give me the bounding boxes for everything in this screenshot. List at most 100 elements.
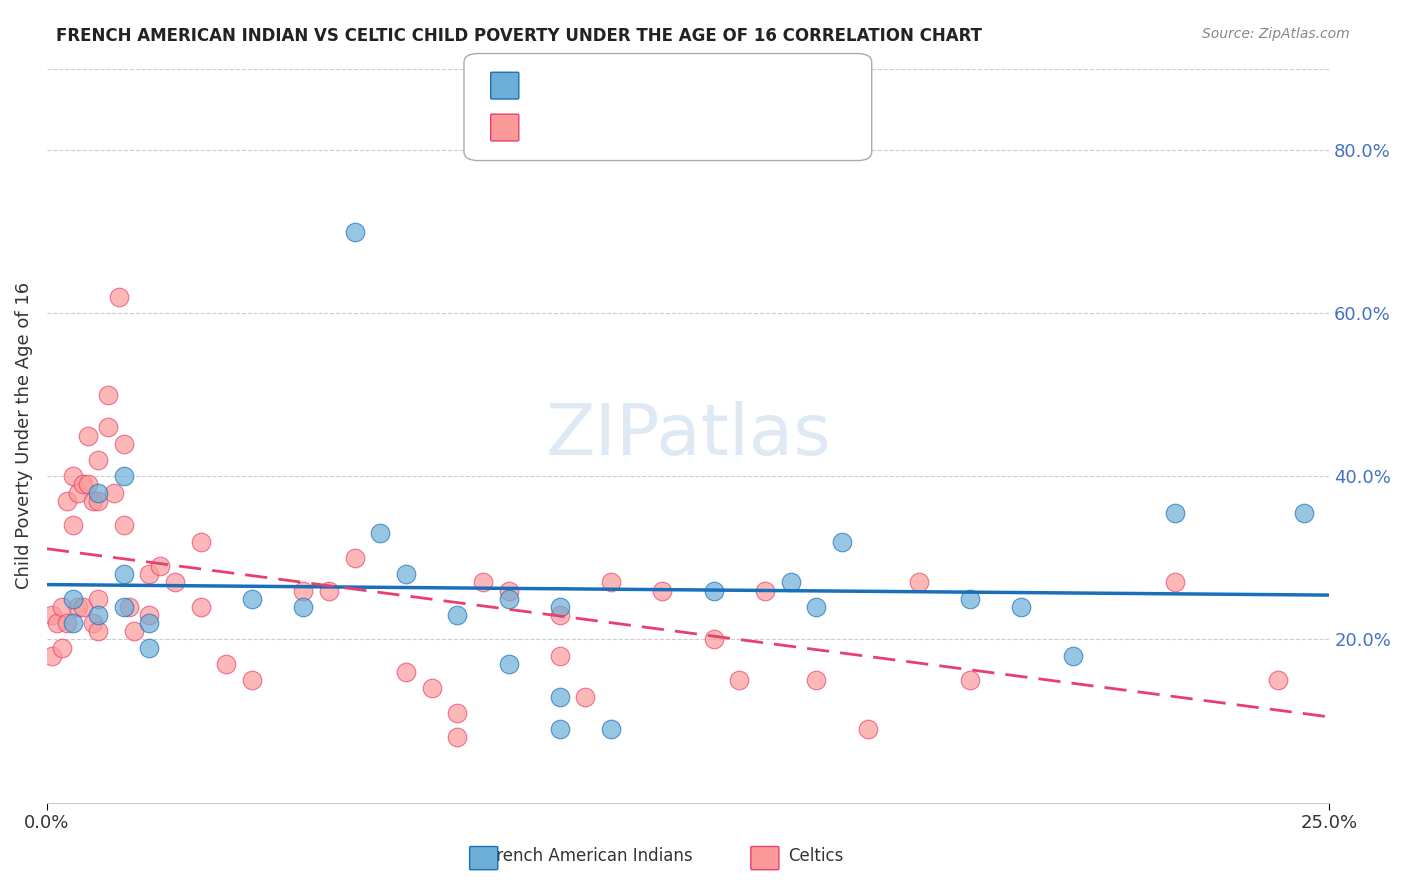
Point xyxy=(1011,599,1033,614)
Point xyxy=(138,567,160,582)
Point xyxy=(498,591,520,606)
Point xyxy=(46,616,69,631)
Point xyxy=(779,575,801,590)
Point xyxy=(959,591,981,606)
Point xyxy=(498,583,520,598)
Point xyxy=(87,624,110,639)
Point xyxy=(343,225,366,239)
Point xyxy=(1062,648,1084,663)
Point xyxy=(1164,575,1187,590)
Point xyxy=(82,493,104,508)
Point xyxy=(395,567,418,582)
Point xyxy=(97,388,120,402)
Point xyxy=(806,673,828,688)
Point xyxy=(41,607,63,622)
Y-axis label: Child Poverty Under the Age of 16: Child Poverty Under the Age of 16 xyxy=(15,282,32,589)
Point xyxy=(548,690,571,704)
Point xyxy=(112,436,135,450)
Point xyxy=(831,534,853,549)
Point xyxy=(62,518,84,533)
Point xyxy=(62,591,84,606)
Point xyxy=(343,550,366,565)
Point xyxy=(97,420,120,434)
Point xyxy=(66,485,89,500)
Point xyxy=(72,599,94,614)
Point xyxy=(703,632,725,647)
Point xyxy=(138,607,160,622)
Point xyxy=(51,640,73,655)
Point xyxy=(165,575,187,590)
Point xyxy=(446,731,468,745)
Text: French American Indians: French American Indians xyxy=(488,847,693,865)
Text: FRENCH AMERICAN INDIAN VS CELTIC CHILD POVERTY UNDER THE AGE OF 16 CORRELATION C: FRENCH AMERICAN INDIAN VS CELTIC CHILD P… xyxy=(56,27,983,45)
Point xyxy=(72,477,94,491)
Point xyxy=(107,290,129,304)
Point xyxy=(138,640,160,655)
Text: Celtics: Celtics xyxy=(787,847,844,865)
Point xyxy=(190,534,212,549)
Point xyxy=(87,591,110,606)
Point xyxy=(122,624,145,639)
Point xyxy=(41,648,63,663)
Point xyxy=(959,673,981,688)
Point xyxy=(574,690,596,704)
Point xyxy=(62,469,84,483)
Point xyxy=(548,648,571,663)
Point xyxy=(190,599,212,614)
Point xyxy=(368,526,391,541)
Text: N = 30: N = 30 xyxy=(633,76,700,94)
Point xyxy=(87,453,110,467)
Point xyxy=(548,722,571,736)
Text: N = 60: N = 60 xyxy=(633,118,700,136)
Point xyxy=(56,616,79,631)
Point xyxy=(56,493,79,508)
Point xyxy=(112,518,135,533)
Point xyxy=(548,599,571,614)
Point xyxy=(806,599,828,614)
Point xyxy=(446,706,468,720)
Point xyxy=(62,616,84,631)
Point xyxy=(292,599,315,614)
Point xyxy=(498,657,520,671)
Point xyxy=(87,607,110,622)
Text: Source: ZipAtlas.com: Source: ZipAtlas.com xyxy=(1202,27,1350,41)
Point xyxy=(651,583,673,598)
Point xyxy=(82,616,104,631)
Point xyxy=(728,673,751,688)
Point xyxy=(318,583,340,598)
Point xyxy=(240,591,263,606)
Point xyxy=(77,428,100,442)
Point xyxy=(471,575,494,590)
Point xyxy=(420,681,443,696)
Point xyxy=(600,722,623,736)
Point xyxy=(215,657,238,671)
Point xyxy=(446,607,468,622)
Point xyxy=(1267,673,1289,688)
Point xyxy=(103,485,125,500)
Point xyxy=(112,469,135,483)
Point xyxy=(856,722,879,736)
Text: R = 0.244: R = 0.244 xyxy=(527,76,626,94)
Text: R = 0.076: R = 0.076 xyxy=(527,118,626,136)
Point xyxy=(138,616,160,631)
Point xyxy=(112,567,135,582)
Point xyxy=(77,477,100,491)
Point xyxy=(240,673,263,688)
Point xyxy=(87,493,110,508)
Point xyxy=(1292,506,1315,520)
Point xyxy=(908,575,931,590)
Text: ZIPatlas: ZIPatlas xyxy=(546,401,831,470)
Point xyxy=(703,583,725,598)
Point xyxy=(754,583,776,598)
Point xyxy=(395,665,418,679)
Point xyxy=(292,583,315,598)
Point xyxy=(548,607,571,622)
Point xyxy=(600,575,623,590)
Point xyxy=(51,599,73,614)
Point xyxy=(1164,506,1187,520)
Point xyxy=(149,559,172,574)
Point xyxy=(118,599,141,614)
Point xyxy=(66,599,89,614)
Point xyxy=(112,599,135,614)
Point xyxy=(87,485,110,500)
